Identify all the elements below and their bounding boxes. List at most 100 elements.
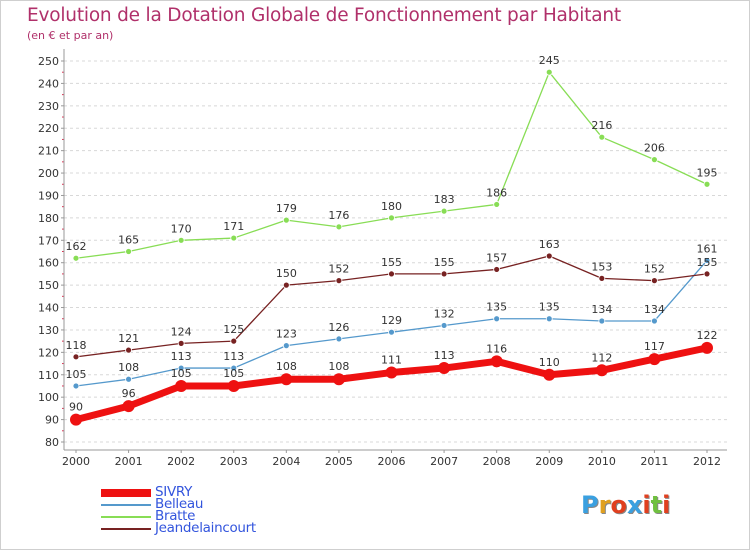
data-point-bratte [598,133,606,141]
data-label-belleau: 113 [223,350,244,363]
data-point-belleau [230,364,238,372]
data-label-sivry: 116 [486,342,507,355]
legend-swatch [101,504,151,506]
data-point-sivry [280,373,293,386]
data-point-jeandelaincourt [335,277,343,285]
legend-label: SIVRY [155,484,193,500]
y-tick-label: 170 [38,234,59,247]
data-point-bratte [493,201,501,208]
data-point-jeandelaincourt [388,270,395,278]
data-point-sivry [122,400,135,413]
data-label-bratte: 195 [697,166,718,179]
y-tick-label: 220 [38,122,59,135]
data-label-sivry: 112 [591,351,612,364]
data-label-bratte: 216 [591,119,612,132]
data-label-sivry: 108 [276,360,297,373]
data-label-bratte: 170 [171,222,192,235]
data-label-jeandelaincourt: 150 [276,267,297,280]
data-point-sivry [385,366,398,379]
y-tick-label: 80 [45,436,59,449]
y-tick-label: 230 [38,100,59,113]
data-point-belleau [335,335,343,343]
y-tick-label: 240 [38,77,59,90]
data-label-belleau: 134 [591,303,612,316]
x-tick-label: 2004 [272,455,300,468]
data-label-jeandelaincourt: 121 [118,332,139,345]
data-point-jeandelaincourt [703,270,711,278]
data-point-belleau [651,317,658,325]
data-label-bratte: 179 [276,202,297,215]
data-point-bratte [230,234,238,242]
y-tick-label: 180 [38,212,59,225]
data-label-jeandelaincourt: 155 [434,256,455,269]
data-point-jeandelaincourt [230,337,238,345]
legend-item-sivry: SIVRY [101,484,301,500]
x-tick-label: 2000 [62,455,90,468]
y-tick-label: 90 [45,414,59,427]
data-label-belleau: 135 [539,301,560,314]
data-point-bratte [388,214,395,222]
data-point-sivry [701,341,713,354]
y-tick-label: 130 [38,324,59,337]
legend-swatch [101,489,151,497]
data-label-sivry: 105 [223,367,244,380]
data-label-belleau: 135 [486,301,507,314]
chart-title: Evolution de la Dotation Globale de Fonc… [27,5,621,26]
data-label-belleau: 126 [328,321,349,334]
data-label-sivry: 96 [122,387,136,400]
data-label-jeandelaincourt: 155 [381,256,402,269]
data-label-sivry: 111 [381,354,402,367]
data-label-bratte: 162 [66,240,87,253]
data-label-sivry: 113 [434,349,455,362]
data-label-jeandelaincourt: 124 [171,325,192,338]
data-point-sivry [332,373,345,386]
data-point-jeandelaincourt [493,266,501,273]
data-label-belleau: 161 [697,242,718,255]
y-tick-label: 250 [38,55,59,68]
data-point-sivry [543,368,556,381]
chart-legend: SIVRY Belleau Bratte Jeandelaincourt [101,484,301,536]
y-tick-label: 190 [38,189,59,202]
data-label-sivry: 108 [328,360,349,373]
y-tick-label: 140 [38,302,59,315]
data-point-jeandelaincourt [177,339,185,347]
legend-item-bratte: Bratte [101,508,301,524]
data-label-bratte: 180 [381,200,402,213]
data-point-bratte [703,180,711,188]
data-point-belleau [545,315,553,323]
data-label-bratte: 206 [644,142,665,155]
y-tick-label: 210 [38,145,59,158]
data-label-belleau: 105 [66,368,87,381]
data-point-bratte [335,223,343,231]
data-point-sivry [648,353,661,366]
data-point-belleau [493,315,501,323]
x-tick-label: 2002 [167,455,195,468]
data-label-sivry: 110 [539,356,560,369]
data-point-sivry [490,355,503,368]
data-label-bratte: 165 [118,234,139,247]
legend-label: Jeandelaincourt [155,520,256,536]
data-label-jeandelaincourt: 157 [486,251,507,264]
x-tick-label: 2008 [483,455,511,468]
data-label-bratte: 183 [434,193,455,206]
legend-label: Bratte [155,508,196,524]
data-point-belleau [72,382,80,390]
x-tick-label: 2006 [378,455,406,468]
data-label-belleau: 108 [118,361,139,374]
data-point-belleau [125,375,132,383]
x-tick-label: 2005 [325,455,353,468]
chart-subtitle: (en € et par an) [27,29,114,42]
data-point-bratte [651,156,658,164]
data-point-bratte [440,207,448,215]
data-point-belleau [388,328,395,336]
data-point-belleau [177,364,185,372]
data-label-jeandelaincourt: 155 [697,256,718,269]
legend-item-jeandelaincourt: Jeandelaincourt [101,520,301,536]
data-point-jeandelaincourt [440,270,448,278]
legend-item-belleau: Belleau [101,496,301,512]
legend-label: Belleau [155,496,204,512]
data-point-jeandelaincourt [651,277,658,285]
proxiti-logo: Proxiti [581,491,671,519]
